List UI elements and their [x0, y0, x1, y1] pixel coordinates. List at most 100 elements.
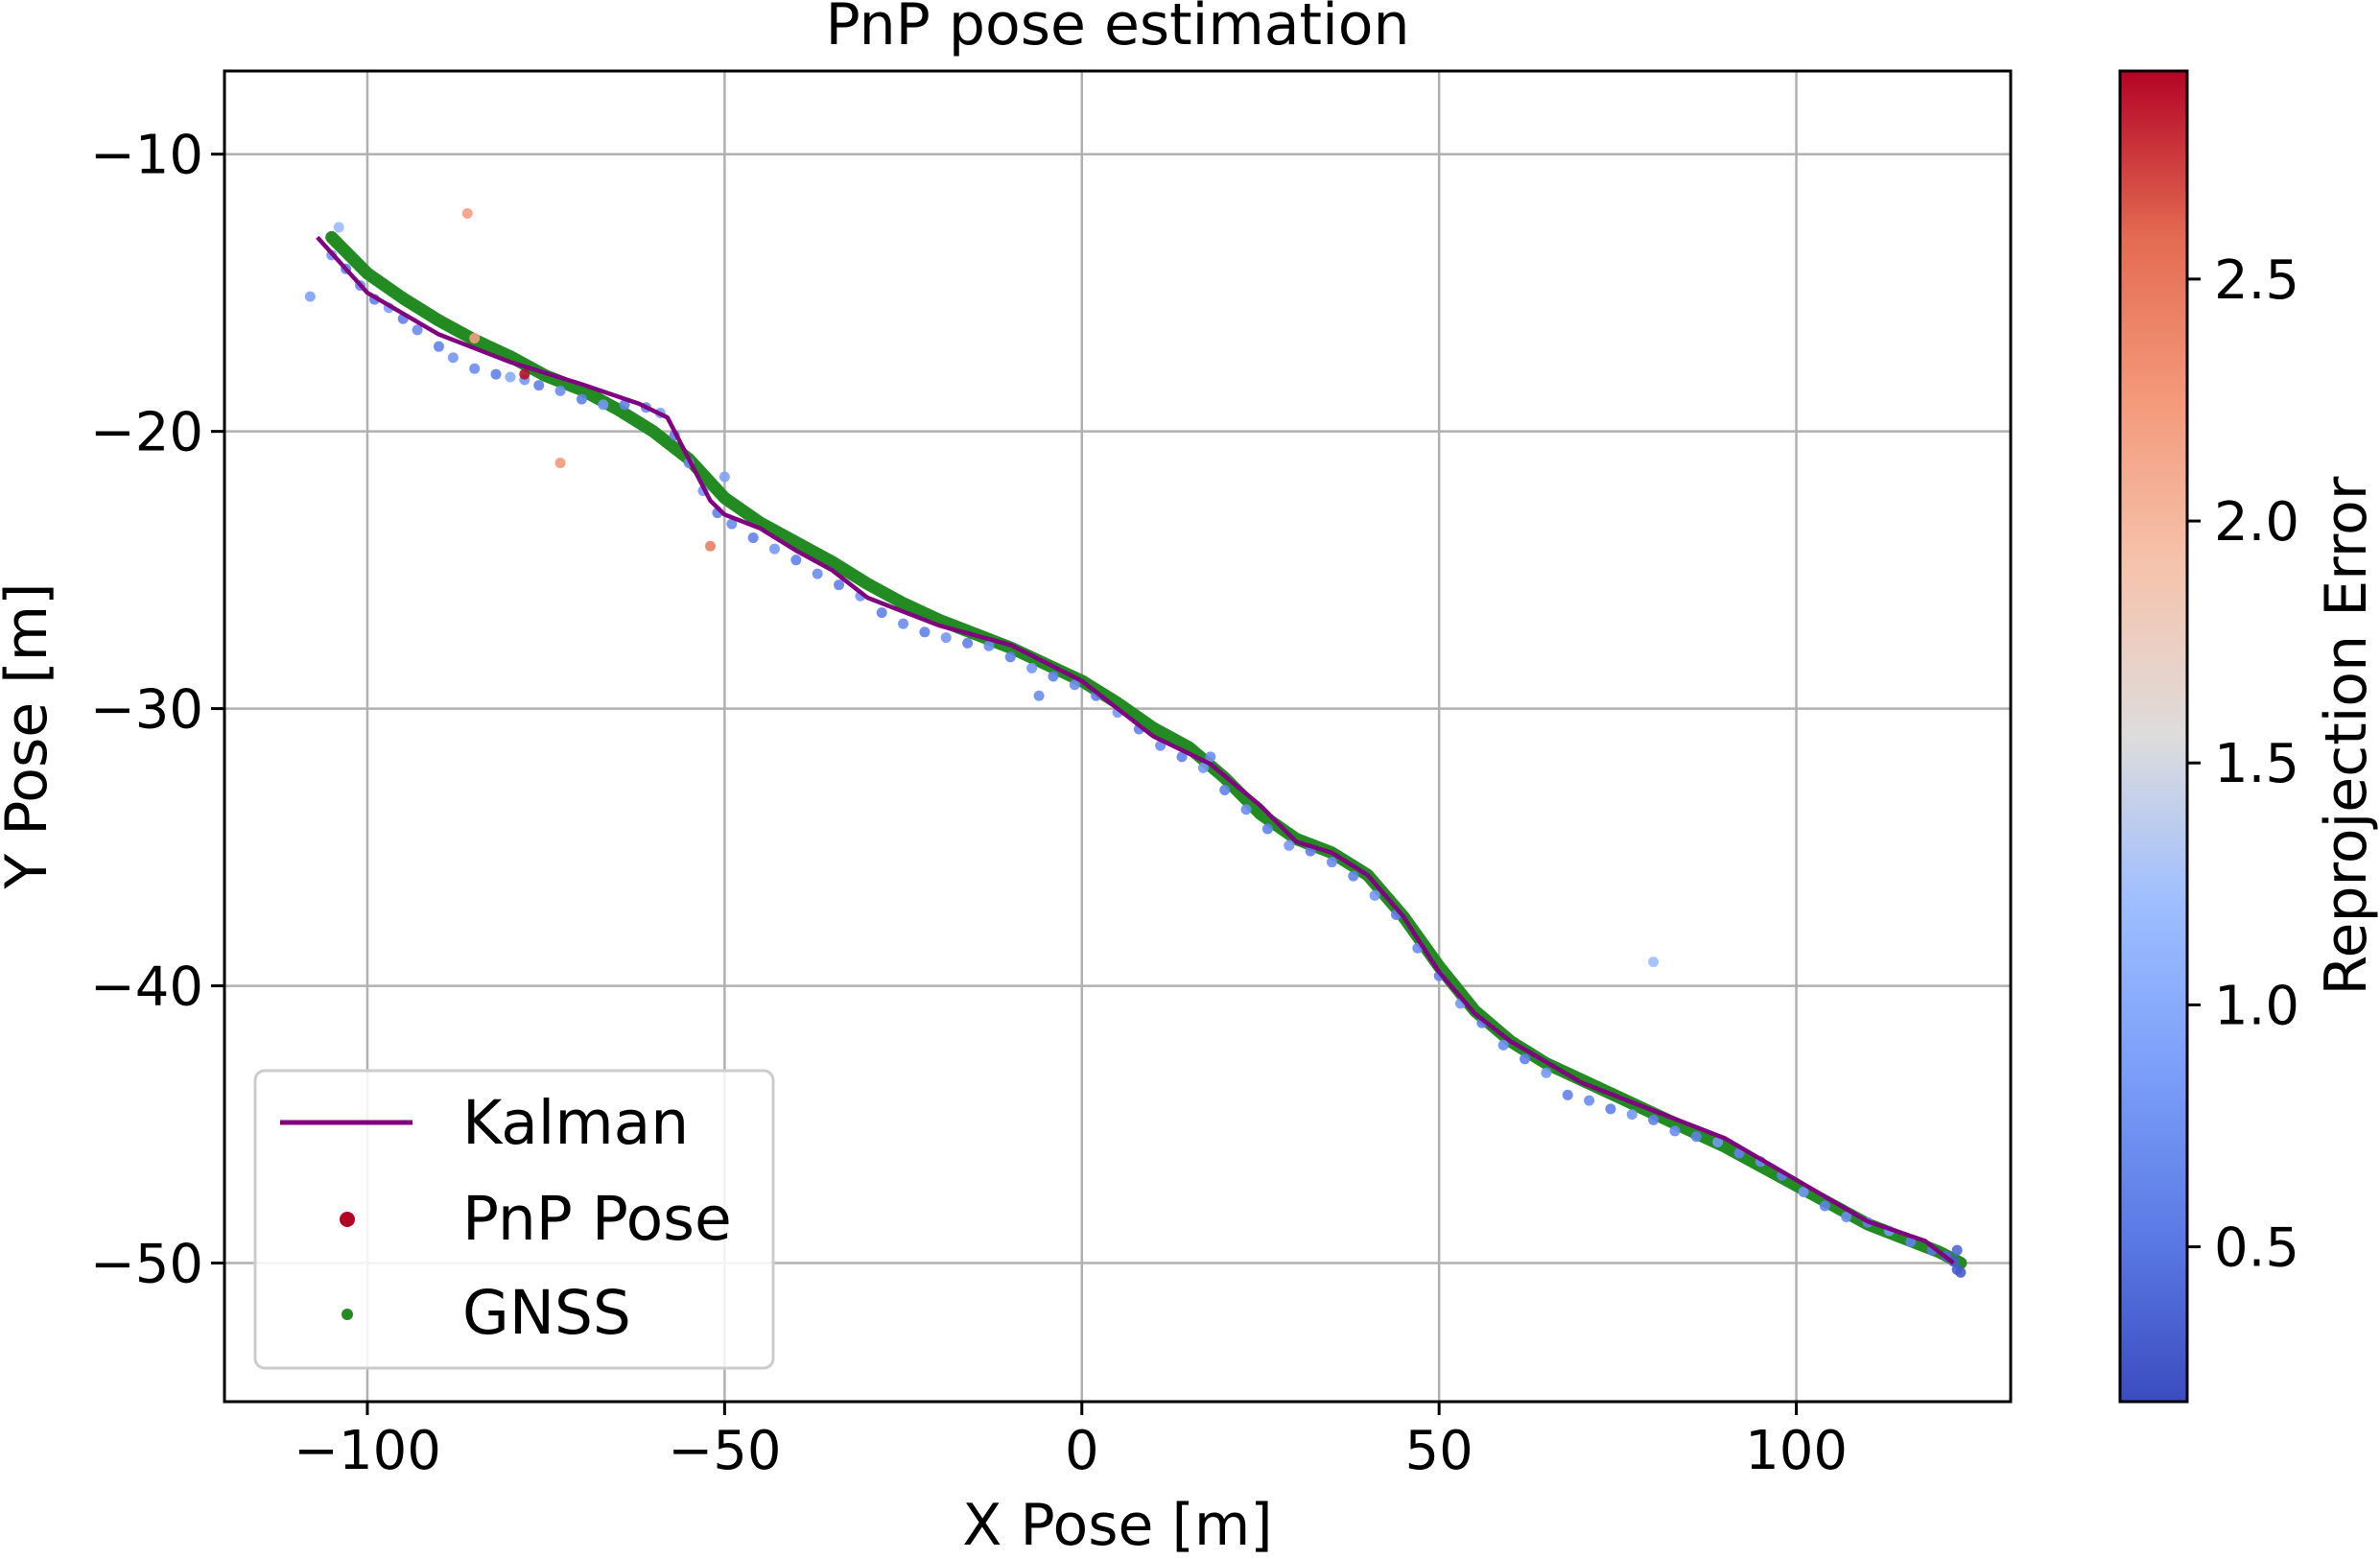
- pnp-pose-point: [962, 637, 974, 649]
- pnp-pose-point: [1197, 762, 1209, 773]
- pnp-pose-point: [940, 632, 952, 644]
- pnp-pose-point: [747, 532, 759, 544]
- kalman-line: [316, 235, 1955, 1265]
- pnp-pose-point: [1176, 751, 1188, 763]
- pnp-pose-point: [1240, 804, 1252, 815]
- pnp-pose-point: [469, 363, 481, 374]
- legend-gnss-swatch: [342, 1309, 353, 1320]
- legend-box: [253, 1069, 775, 1370]
- legend-kalman-label: Kalman: [462, 1088, 689, 1158]
- gnss-point: [325, 231, 338, 244]
- gnss-point: [397, 292, 410, 304]
- pnp-pose-point: [1798, 1187, 1809, 1198]
- pnp-pose-point: [919, 626, 931, 638]
- y-tick-label: −50: [90, 1234, 203, 1296]
- colorbar-tick-label: 2.0: [2214, 491, 2299, 554]
- pnp-pose-point: [1033, 690, 1045, 701]
- pnp-pose-point: [1605, 1103, 1616, 1115]
- colorbar-tick-label: 1.0: [2214, 975, 2299, 1037]
- pnp-pose-point: [412, 324, 423, 336]
- pnp-pose-point: [576, 393, 587, 405]
- pnp-pose-point: [1951, 1244, 1963, 1256]
- pnp-pose-point: [1584, 1095, 1595, 1106]
- pnp-pose-point: [447, 352, 459, 364]
- pnp-pose-point: [704, 540, 716, 552]
- pnp-pose-point: [1048, 671, 1059, 682]
- gnss-point: [861, 578, 874, 590]
- pnp-pose-point: [1326, 857, 1337, 868]
- pnp-pose-point: [1520, 1053, 1531, 1065]
- gnss-point: [361, 267, 373, 279]
- pnp-pose-point: [619, 399, 630, 411]
- y-tick-label: −20: [90, 402, 203, 464]
- pnp-pose-point: [1541, 1067, 1552, 1078]
- colorbar-label: Reprojection Error: [2313, 476, 2380, 995]
- kalman-series: [316, 235, 1955, 1265]
- pnp-pose-point: [1205, 751, 1216, 763]
- pnp-pose-point: [1497, 1039, 1509, 1051]
- colorbar-tick-label: 2.5: [2214, 249, 2299, 312]
- colorbar-ticks: 0.5 1.0 1.5 2.0 2.5: [2187, 249, 2299, 1280]
- pnp-pose-point: [1648, 957, 1660, 968]
- pnp-pose-point: [1905, 1237, 1917, 1248]
- colorbar-tick-label: 0.5: [2214, 1217, 2299, 1280]
- gnss-point: [826, 555, 838, 568]
- pnp-pose-point: [834, 579, 845, 591]
- pnp-pose-point: [490, 368, 502, 380]
- gnss-point: [433, 315, 445, 327]
- pnp-pose-point: [533, 380, 545, 391]
- y-tick-label: −10: [90, 125, 203, 187]
- colorbar: 0.5 1.0 1.5 2.0 2.5 Reprojection Error: [2118, 69, 2380, 1404]
- pnp-pose-point: [519, 368, 530, 380]
- pnp-pose-point: [812, 568, 823, 579]
- pnp-pose-point: [1712, 1136, 1724, 1147]
- pnp-pose-point: [554, 385, 566, 396]
- legend: Kalman PnP Pose GNSS: [253, 1069, 775, 1370]
- y-tick-label: −40: [90, 957, 203, 1019]
- gnss-point: [647, 425, 659, 437]
- x-axis-label: X Pose [m]: [962, 1492, 1272, 1559]
- gnss-point: [897, 597, 909, 609]
- pnp-pose-point: [876, 607, 887, 619]
- pnp-pose-point: [469, 333, 481, 344]
- pnp-pose-point: [1669, 1125, 1681, 1137]
- colorbar-tick-label: 1.5: [2214, 733, 2299, 795]
- pnp-pose-point: [1955, 1266, 1967, 1278]
- x-axis: −100 −50 0 50 100: [294, 1402, 1848, 1482]
- pnp-pose-point: [790, 555, 802, 566]
- plot-area: [304, 207, 1968, 1278]
- pnp-pose-point: [1819, 1200, 1830, 1212]
- legend-gnss-label: GNSS: [462, 1278, 631, 1348]
- colorbar-gradient: [2118, 69, 2189, 1404]
- pnp-pose-point: [304, 291, 316, 302]
- pnp-pose-point: [1626, 1109, 1638, 1121]
- pnp-pose-point: [1004, 651, 1016, 663]
- legend-pnp-swatch: [340, 1212, 355, 1227]
- pnp-pose-point: [726, 518, 738, 530]
- grid: [224, 71, 2011, 1402]
- pnp-pose-point: [598, 399, 609, 411]
- chart-title: PnP pose estimation: [826, 0, 1410, 59]
- pnp-pose-point: [1069, 679, 1080, 691]
- pnp-pose-point: [1026, 662, 1038, 673]
- pnp-pose-point: [1284, 839, 1295, 851]
- x-tick-label: 100: [1745, 1420, 1848, 1482]
- pnp-pose-point: [1219, 785, 1231, 796]
- x-tick-label: 50: [1405, 1420, 1473, 1482]
- y-tick-label: −30: [90, 679, 203, 742]
- gnss-point: [1147, 721, 1160, 734]
- pnp-pose-point: [505, 371, 516, 383]
- y-axis-label: Y Pose [m]: [0, 583, 60, 890]
- plot-frame: [223, 69, 2013, 1404]
- pnp-pose-point: [461, 207, 473, 219]
- pnp-pose-point: [1648, 1114, 1660, 1125]
- pnp-pose-point: [1690, 1131, 1702, 1143]
- pnp-pose-point: [333, 222, 344, 233]
- gnss-point: [719, 491, 731, 504]
- pnp-pose-point: [433, 341, 444, 352]
- x-tick-label: −50: [668, 1420, 781, 1482]
- pnp-pose-point: [1841, 1212, 1852, 1223]
- pnp-pose-point: [983, 640, 995, 651]
- gnss-point: [789, 536, 802, 549]
